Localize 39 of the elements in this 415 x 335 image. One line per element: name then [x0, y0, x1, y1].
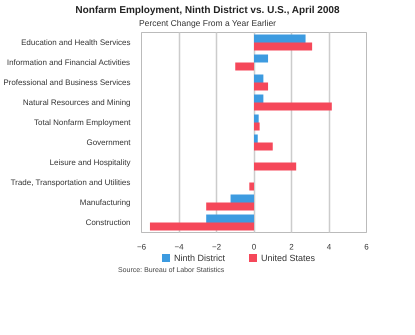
x-tick-label: 0	[252, 242, 257, 252]
bar	[249, 182, 254, 190]
bar	[254, 42, 312, 50]
bar	[254, 102, 332, 110]
bar	[150, 222, 254, 230]
x-tick-label: −2	[212, 242, 222, 252]
bar	[254, 82, 268, 90]
legend-label: Ninth District	[173, 252, 226, 265]
y-tick-label: Construction	[86, 218, 131, 227]
bar	[254, 54, 268, 62]
y-tick-label: Manufacturing	[80, 198, 131, 207]
bar	[254, 134, 258, 142]
bar	[254, 94, 264, 102]
y-tick-label: Total Nonfarm Employment	[34, 118, 132, 127]
y-tick-label: Natural Resources and Mining	[22, 98, 130, 107]
bar	[254, 162, 296, 170]
y-tick-label: Government	[86, 138, 132, 147]
bar	[230, 194, 254, 202]
bar	[254, 34, 306, 42]
bar	[254, 74, 264, 82]
y-tick-label: Education and Health Services	[21, 38, 131, 47]
y-tick-label: Professional and Business Services	[3, 78, 131, 87]
x-tick-label: −6	[136, 242, 147, 252]
bar	[254, 142, 273, 150]
chart-title: Nonfarm Employment, Ninth District vs. U.S., April 2008	[75, 4, 340, 18]
bar	[254, 122, 260, 130]
bar	[254, 114, 259, 122]
bar	[235, 62, 254, 70]
legend-label: United States	[260, 252, 316, 265]
bar	[206, 202, 254, 210]
y-tick-label: Trade, Transportation and Utilities	[10, 178, 130, 187]
x-tick-label: 4	[326, 242, 332, 252]
x-tick-label: −4	[174, 242, 184, 252]
bar	[206, 214, 254, 222]
y-tick-label: Leisure and Hospitality	[50, 158, 131, 167]
chart-subtitle: Percent Change From a Year Earlier	[138, 17, 276, 30]
x-tick-label: 6	[364, 242, 370, 252]
x-tick-label: 2	[289, 242, 294, 252]
y-tick-label: Information and Financial Activities	[6, 58, 130, 67]
